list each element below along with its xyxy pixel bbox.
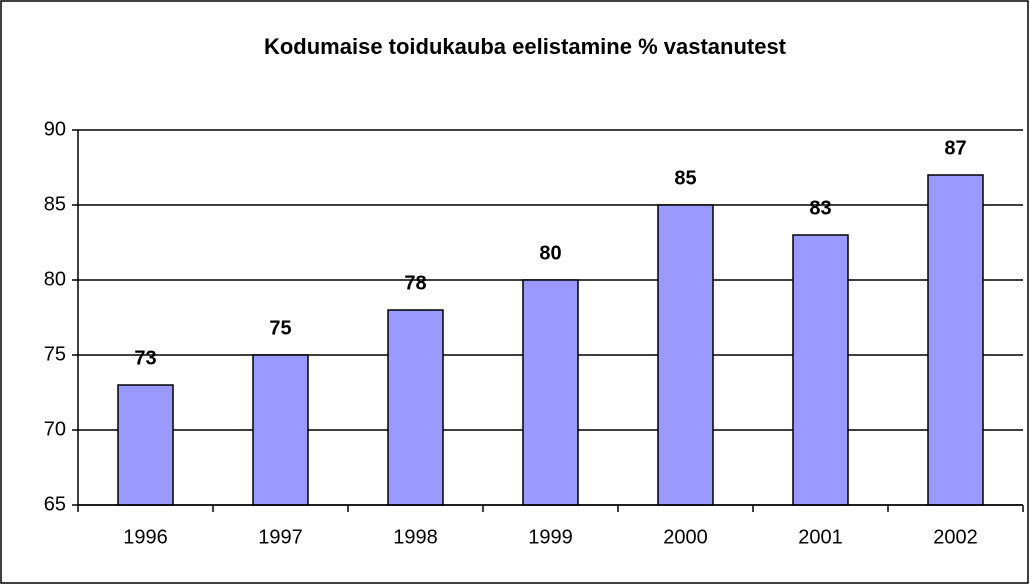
bar [522, 279, 579, 506]
y-tick-label: 80 [44, 268, 66, 290]
bar [252, 354, 309, 506]
data-label: 80 [539, 242, 561, 264]
data-label: 75 [269, 317, 291, 339]
y-tick-label: 70 [44, 418, 66, 440]
data-label: 85 [674, 167, 696, 189]
bar [117, 384, 174, 506]
bar [927, 174, 984, 506]
x-tick-label: 2000 [663, 526, 708, 548]
x-tick-label: 1999 [528, 526, 573, 548]
data-label: 78 [404, 272, 426, 294]
x-tick-label: 1998 [393, 526, 438, 548]
data-label: 87 [944, 137, 966, 159]
data-label: 73 [134, 347, 156, 369]
chart-title: Kodumaise toidukauba eelistamine % vasta… [264, 34, 787, 59]
bar [792, 234, 849, 506]
y-tick-label: 65 [44, 493, 66, 515]
x-tick-label: 1996 [123, 526, 168, 548]
y-tick-label: 75 [44, 343, 66, 365]
bar [657, 204, 714, 506]
data-label: 83 [809, 197, 831, 219]
y-tick-label: 90 [44, 118, 66, 140]
bar [387, 309, 444, 506]
x-tick-label: 2001 [798, 526, 843, 548]
y-tick-label: 85 [44, 193, 66, 215]
x-tick-label: 1997 [258, 526, 303, 548]
x-tick-label: 2002 [933, 526, 978, 548]
